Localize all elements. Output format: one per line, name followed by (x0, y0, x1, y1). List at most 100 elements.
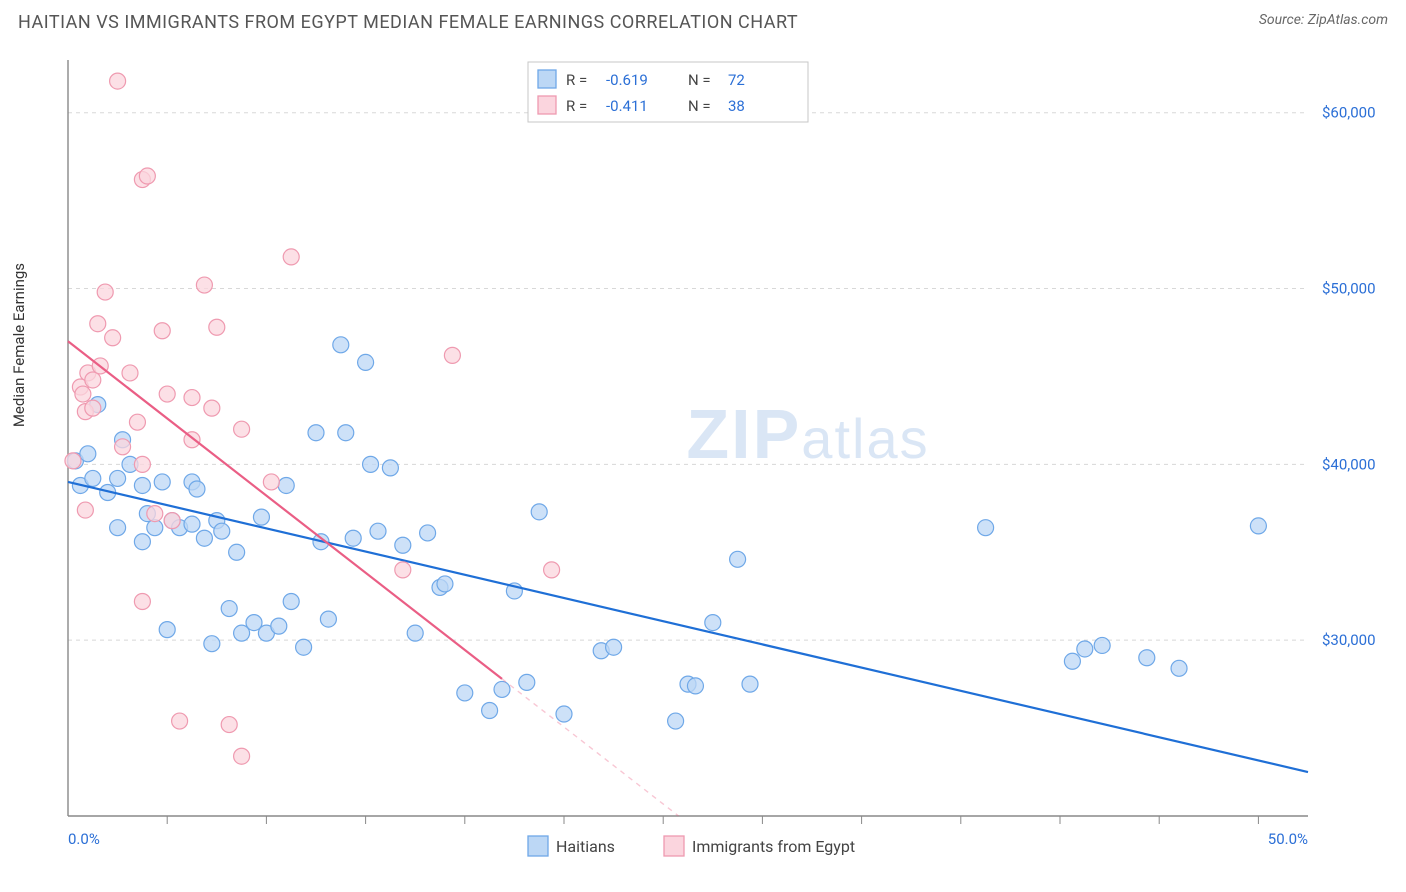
scatter-point (234, 421, 250, 437)
svg-text:N =: N = (688, 97, 711, 115)
legend-swatch (664, 836, 684, 856)
scatter-point (85, 400, 101, 416)
scatter-point (115, 439, 131, 455)
scatter-point (164, 513, 180, 529)
scatter-point (363, 456, 379, 472)
scatter-point (606, 639, 622, 655)
svg-text:N =: N = (688, 71, 711, 89)
scatter-point (147, 506, 163, 522)
scatter-point (338, 425, 354, 441)
scatter-point (358, 354, 374, 370)
scatter-point (296, 639, 312, 655)
scatter-point (122, 365, 138, 381)
scatter-point (159, 622, 175, 638)
scatter-point (407, 625, 423, 641)
scatter-point (705, 615, 721, 631)
scatter-point (742, 676, 758, 692)
scatter-point (1171, 660, 1187, 676)
scatter-point (1094, 637, 1110, 653)
scatter-point (75, 386, 91, 402)
scatter-point (556, 706, 572, 722)
scatter-point (129, 414, 145, 430)
scatter-point (196, 530, 212, 546)
scatter-point (544, 562, 560, 578)
scatter-point (668, 713, 684, 729)
scatter-point (154, 474, 170, 490)
svg-text:R =: R = (566, 97, 587, 115)
scatter-point (395, 537, 411, 553)
legend-n-value: 38 (728, 97, 745, 115)
scatter-point (457, 685, 473, 701)
scatter-point (1139, 650, 1155, 666)
scatter-point (172, 713, 188, 729)
scatter-point (263, 474, 279, 490)
scatter-point (189, 481, 205, 497)
legend-swatch (538, 96, 556, 114)
scatter-point (519, 674, 535, 690)
scatter-point (80, 446, 96, 462)
y-tick-label: $40,000 (1322, 455, 1376, 473)
scatter-point (382, 460, 398, 476)
scatter-point (134, 594, 150, 610)
scatter-point (278, 477, 294, 493)
legend-swatch (528, 836, 548, 856)
scatter-point (320, 611, 336, 627)
svg-text:ZIPatlas: ZIPatlas (686, 395, 929, 473)
scatter-point (482, 703, 498, 719)
scatter-point (139, 168, 155, 184)
scatter-point (345, 530, 361, 546)
y-axis-label: Median Female Earnings (10, 263, 28, 427)
scatter-point (978, 520, 994, 536)
scatter-point (253, 509, 269, 525)
scatter-point (333, 337, 349, 353)
scatter-point (531, 504, 547, 520)
scatter-point (90, 316, 106, 332)
scatter-point (214, 523, 230, 539)
x-axis-start-label: 0.0% (68, 830, 100, 848)
legend-n-value: 72 (728, 71, 745, 89)
scatter-point (134, 456, 150, 472)
scatter-chart: $30,000$40,000$50,000$60,000ZIPatlas0.0%… (18, 46, 1388, 874)
scatter-point (444, 347, 460, 363)
scatter-point (687, 678, 703, 694)
scatter-point (204, 636, 220, 652)
source-label: Source: ZipAtlas.com (1259, 12, 1388, 28)
scatter-point (283, 594, 299, 610)
scatter-point (308, 425, 324, 441)
scatter-point (97, 284, 113, 300)
scatter-point (1250, 518, 1266, 534)
scatter-point (184, 516, 200, 532)
x-axis-end-label: 50.0% (1268, 830, 1308, 848)
scatter-point (184, 390, 200, 406)
scatter-point (395, 562, 411, 578)
scatter-point (105, 330, 121, 346)
scatter-point (110, 470, 126, 486)
scatter-point (154, 323, 170, 339)
scatter-point (65, 453, 81, 469)
y-tick-label: $50,000 (1322, 280, 1376, 298)
scatter-point (229, 544, 245, 560)
scatter-point (196, 277, 212, 293)
scatter-point (494, 681, 510, 697)
scatter-point (110, 520, 126, 536)
scatter-point (370, 523, 386, 539)
scatter-point (134, 477, 150, 493)
scatter-point (1064, 653, 1080, 669)
scatter-point (221, 717, 237, 733)
scatter-point (1077, 641, 1093, 657)
chart-container: Median Female Earnings $30,000$40,000$50… (18, 46, 1388, 874)
legend-swatch (538, 70, 556, 88)
svg-text:R =: R = (566, 71, 587, 89)
scatter-point (204, 400, 220, 416)
scatter-point (159, 386, 175, 402)
scatter-point (209, 319, 225, 335)
legend-series-label: Haitians (556, 837, 615, 856)
chart-title: HAITIAN VS IMMIGRANTS FROM EGYPT MEDIAN … (18, 12, 798, 33)
scatter-point (234, 748, 250, 764)
scatter-point (283, 249, 299, 265)
scatter-point (110, 73, 126, 89)
legend-r-value: -0.411 (606, 97, 648, 115)
y-tick-label: $30,000 (1322, 631, 1376, 649)
scatter-point (85, 470, 101, 486)
scatter-point (420, 525, 436, 541)
